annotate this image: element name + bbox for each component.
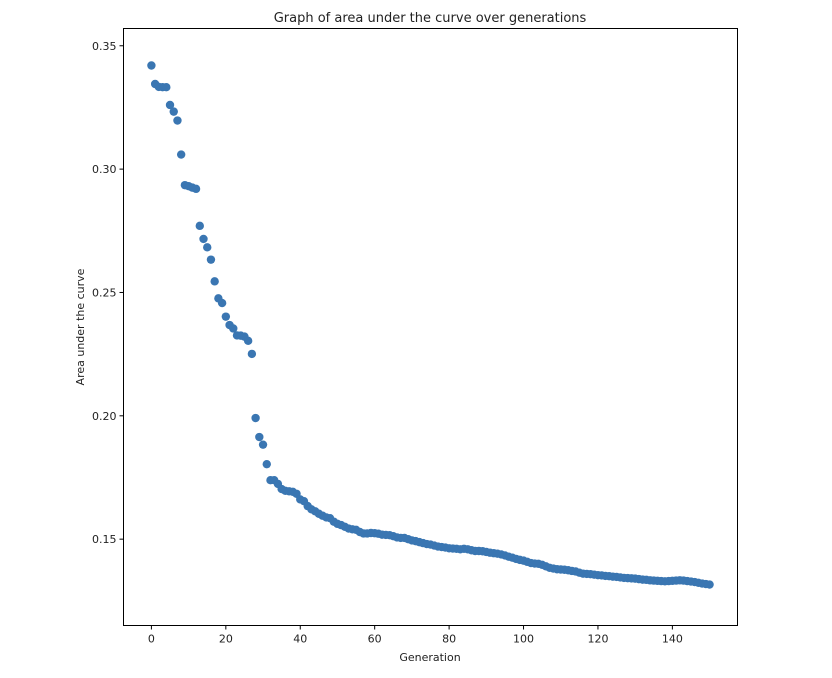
data-point	[221, 312, 231, 321]
data-point	[243, 336, 253, 346]
data-point	[169, 107, 178, 116]
x-tick-label: 40	[293, 633, 307, 646]
data-point	[705, 580, 714, 589]
x-tick-label: 80	[442, 633, 456, 646]
chart-title: Graph of area under the curve over gener…	[274, 11, 587, 26]
data-point	[255, 432, 264, 442]
x-axis-ticks: 0 20 40 60 80 100 120 140	[148, 625, 683, 646]
y-tick-label: 0.30	[92, 163, 117, 176]
data-point	[173, 116, 182, 125]
x-axis-label: Generation	[399, 651, 460, 664]
y-tick-label: 0.25	[92, 286, 117, 299]
y-tick-label: 0.15	[92, 533, 117, 546]
data-point	[262, 459, 271, 469]
data-point	[162, 83, 171, 92]
x-tick-label: 140	[662, 633, 683, 646]
data-point	[210, 277, 219, 286]
data-point	[199, 234, 208, 244]
x-tick-label: 60	[368, 633, 382, 646]
data-point	[206, 255, 216, 264]
data-point	[147, 61, 156, 70]
data-point	[229, 324, 238, 333]
x-tick-label: 100	[513, 633, 534, 646]
y-axis-ticks: 0.15 0.20 0.25 0.30 0.35	[92, 40, 124, 546]
data-point	[247, 349, 257, 359]
plot-frame	[123, 28, 738, 626]
data-point	[203, 243, 212, 252]
plot-area	[147, 61, 714, 589]
x-tick-label: 0	[148, 633, 155, 646]
x-tick-label: 120	[587, 633, 608, 646]
data-point	[165, 100, 175, 110]
data-point	[217, 298, 227, 308]
data-point	[195, 221, 204, 231]
x-tick-label: 20	[219, 633, 233, 646]
data-point	[258, 440, 268, 449]
y-tick-label: 0.20	[92, 410, 117, 423]
data-point	[176, 150, 186, 159]
data-point	[191, 184, 201, 194]
data-point	[251, 413, 260, 423]
y-tick-label: 0.35	[92, 40, 117, 53]
y-axis-label: Area under the curve	[74, 268, 87, 385]
